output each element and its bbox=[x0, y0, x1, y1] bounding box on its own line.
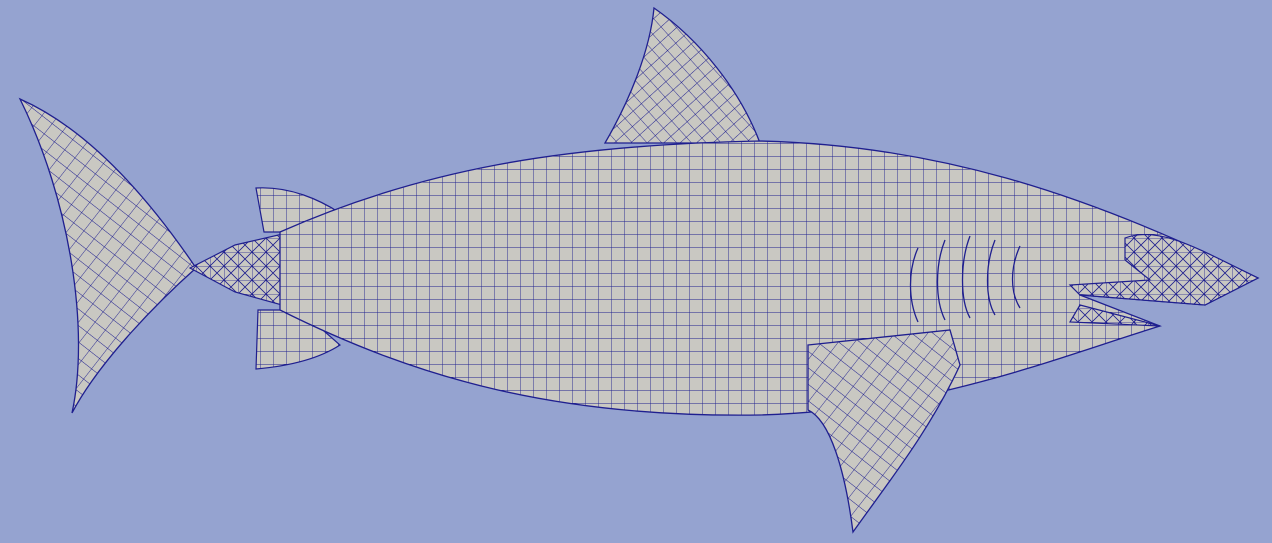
snout bbox=[1068, 233, 1260, 306]
dorsal-fin bbox=[603, 6, 761, 144]
pectoral-fin bbox=[807, 329, 961, 534]
lower-caudal-keel bbox=[255, 309, 341, 370]
gill-slits bbox=[909, 235, 1021, 323]
shark-body bbox=[279, 140, 1260, 416]
lower-jaw bbox=[1068, 304, 1161, 327]
tail-fin bbox=[18, 97, 197, 414]
